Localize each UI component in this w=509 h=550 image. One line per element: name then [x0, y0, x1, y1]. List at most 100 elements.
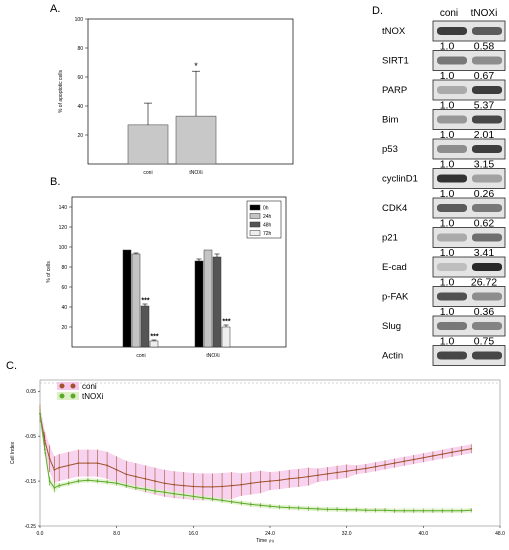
- blot-band: [472, 322, 502, 330]
- legend-label-72h: 72h: [263, 231, 272, 237]
- y-tick-label: 20: [77, 133, 83, 139]
- blot-label-tnox: tNOX: [382, 26, 406, 37]
- quant-value-coni: 1.0: [440, 218, 455, 230]
- quant-value-coni: 1.0: [440, 277, 455, 289]
- data-point-tNOXi: [441, 509, 444, 512]
- quant-value-tnoxi: 3.41: [474, 247, 495, 259]
- x-tick-label: 8.0: [113, 531, 120, 537]
- column-header-tnoxi: tNOXi: [471, 8, 498, 19]
- y-axis-label: % of cells: [46, 261, 52, 283]
- blot-strip: [432, 20, 506, 42]
- blot-strip: [432, 256, 506, 278]
- x-tick-label: 40.0: [418, 531, 428, 537]
- panel-letter-a: A.: [50, 3, 61, 15]
- data-point-tNOXi: [374, 509, 377, 512]
- bar-tNOXi-72h: [221, 326, 231, 348]
- data-point-tNOXi: [39, 412, 41, 415]
- data-point-coni: [297, 477, 300, 479]
- legend-marker-coni: [59, 383, 65, 389]
- y-axis-label: % of apoptotic cells: [58, 69, 64, 113]
- blot-band: [472, 86, 502, 94]
- data-point-coni: [202, 486, 204, 488]
- x-axis-label: Time: [256, 538, 267, 544]
- data-point-tNOXi: [278, 506, 281, 509]
- legend-marker-tNOXi: [59, 393, 65, 399]
- data-point-tNOXi: [345, 508, 348, 511]
- y-tick-label: 0.05: [26, 389, 36, 395]
- quant-value-tnoxi: 3.15: [474, 159, 495, 171]
- data-point-tNOXi: [307, 507, 310, 510]
- data-point-coni: [364, 467, 367, 470]
- data-point-tNOXi: [154, 490, 156, 492]
- y-tick-label: 140: [59, 205, 68, 211]
- data-point-coni: [384, 464, 386, 466]
- data-point-coni: [154, 480, 156, 482]
- x-tick-label: coni: [136, 353, 145, 359]
- quant-value-tnoxi: 0.67: [474, 70, 495, 82]
- quant-value-tnoxi: 0.75: [474, 336, 495, 348]
- data-point-coni: [182, 484, 185, 487]
- y-tick-label: 40: [61, 305, 67, 311]
- data-point-tNOXi: [58, 484, 61, 487]
- blot-band: [437, 86, 467, 94]
- quant-value-coni: 1.0: [440, 188, 455, 200]
- data-point-tNOXi: [403, 509, 406, 512]
- data-point-coni: [403, 460, 406, 463]
- quant-value-tnoxi: 0.26: [474, 188, 495, 200]
- data-point-coni: [230, 484, 233, 487]
- chart-c-cell-index: 0.05 -0.05 -0.15 -0.25 Cell Index 0.0 8.0 16.0 2…: [10, 379, 505, 544]
- data-point-tNOXi: [460, 509, 463, 512]
- data-point-tNOXi: [259, 504, 262, 507]
- blot-strip: [432, 168, 506, 189]
- data-point-tNOXi: [269, 505, 271, 508]
- blot-band: [472, 292, 502, 301]
- x-tick-label: 24.0: [265, 531, 275, 537]
- blot-band: [472, 174, 502, 183]
- data-point-coni: [249, 482, 252, 485]
- data-point-tNOXi: [384, 509, 386, 512]
- bar-tNOXi-24h: [203, 249, 213, 348]
- quant-value-coni: 1.0: [440, 247, 455, 259]
- blot-band: [472, 263, 502, 271]
- data-point-coni: [317, 474, 319, 477]
- data-point-tNOXi: [125, 484, 128, 487]
- blot-band: [437, 204, 467, 212]
- blot-strip: [432, 227, 506, 248]
- blot-band: [437, 233, 467, 242]
- data-point-coni: [240, 483, 243, 486]
- quant-value-tnoxi: 2.01: [474, 129, 495, 141]
- data-point-tNOXi: [326, 508, 329, 511]
- legend-swatch-72h: [249, 230, 261, 236]
- blot-label-bim: Bim: [382, 115, 398, 126]
- data-point-tNOXi: [144, 488, 147, 491]
- data-point-coni: [470, 447, 473, 450]
- y-tick-label: 20: [61, 325, 67, 331]
- blot-label-sirt1: SIRT1: [382, 56, 409, 67]
- blot-band: [437, 174, 467, 183]
- data-point-tNOXi: [115, 482, 118, 485]
- data-point-coni: [355, 468, 358, 471]
- data-point-coni: [77, 462, 80, 465]
- quant-value-coni: 1.0: [440, 41, 455, 53]
- data-point-tNOXi: [317, 508, 319, 510]
- data-point-tNOXi: [221, 499, 223, 502]
- legend-band-coni: [57, 382, 79, 390]
- blot-strip: [432, 50, 506, 71]
- blot-band: [472, 233, 502, 242]
- bar-tNOXi-0h: [194, 260, 204, 348]
- y-tick-label: 100: [75, 17, 84, 23]
- quant-value-coni: 1.0: [440, 159, 455, 171]
- plot-frame-b: [71, 196, 287, 348]
- blot-band: [472, 56, 502, 65]
- data-point-coni: [96, 462, 99, 465]
- data-point-coni: [58, 466, 61, 469]
- blot-band: [472, 145, 502, 153]
- data-point-tNOXi: [364, 509, 367, 512]
- x-tick-label: 16.0: [188, 531, 198, 537]
- data-point-tNOXi: [432, 509, 434, 512]
- significance-marker: ***: [222, 319, 230, 326]
- data-point-tNOXi: [182, 494, 185, 496]
- y-tick-label: 60: [61, 285, 67, 291]
- series-line-tNOXi: [39, 413, 472, 512]
- legend-b: 0h 24h 48h 72h: [246, 200, 282, 239]
